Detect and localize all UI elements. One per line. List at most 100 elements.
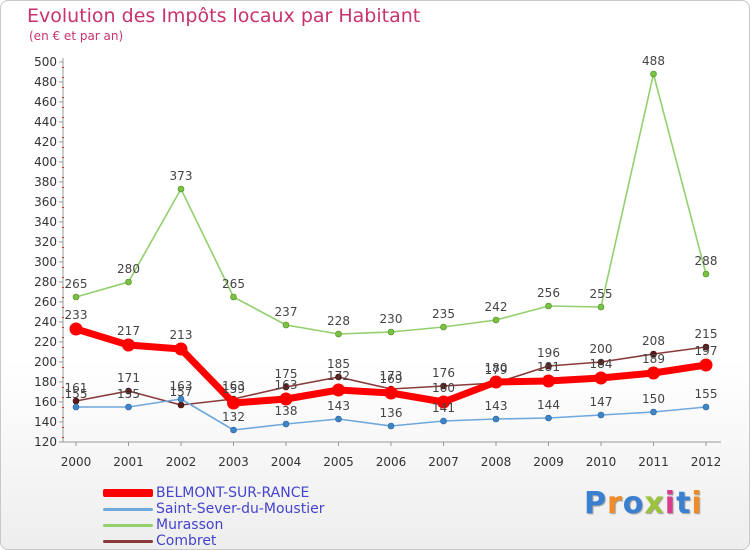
data-point <box>332 383 345 397</box>
data-label: 161 <box>65 381 88 395</box>
x-tick-label: 2012 <box>691 455 722 469</box>
data-label: 208 <box>642 334 665 348</box>
data-label: 242 <box>485 300 508 314</box>
y-tick-label: 300 <box>34 255 57 269</box>
series-lines <box>69 70 713 434</box>
data-label: 233 <box>65 308 88 322</box>
data-label: 160 <box>432 381 455 395</box>
y-tick-label: 160 <box>34 395 57 409</box>
chart-axes: 120 140 160 180 200 220 240 260 280 300 320 340 360 3… <box>34 55 721 469</box>
logo-letter: i <box>691 486 703 521</box>
data-label: 235 <box>432 307 455 321</box>
data-label: 213 <box>170 328 193 342</box>
data-label: 255 <box>590 287 613 301</box>
data-point <box>125 403 132 411</box>
chart-subtitle: (en € et par an) <box>29 29 124 43</box>
data-point <box>702 270 710 278</box>
data-point <box>227 396 240 410</box>
data-point <box>335 373 342 381</box>
data-point <box>335 330 342 338</box>
x-tick-label: 2001 <box>113 455 144 469</box>
data-point <box>647 366 660 380</box>
data-label: 280 <box>117 262 140 276</box>
x-tick-label: 2000 <box>61 455 92 469</box>
legend-label: Combret <box>156 533 217 549</box>
data-label: 163 <box>170 379 193 393</box>
data-point <box>597 411 605 419</box>
legend-swatch <box>103 489 153 497</box>
y-tick-label: 380 <box>34 175 57 189</box>
data-point <box>387 422 395 430</box>
legend-label: Murasson <box>156 517 224 533</box>
y-tick-label: 260 <box>34 295 57 309</box>
data-point <box>545 362 552 370</box>
data-point <box>125 278 132 286</box>
data-label: 172 <box>327 369 350 383</box>
data-label: 155 <box>117 387 140 401</box>
y-tick-label: 440 <box>34 115 57 129</box>
legend-swatch <box>103 540 153 543</box>
data-point <box>177 185 185 193</box>
data-point <box>177 401 185 409</box>
data-point <box>174 342 188 356</box>
data-point <box>230 293 237 301</box>
data-label: 217 <box>117 324 140 338</box>
data-point <box>122 338 135 352</box>
data-label: 169 <box>380 372 403 386</box>
data-point <box>702 343 710 351</box>
x-tick-label: 2009 <box>533 455 564 469</box>
y-tick-label: 120 <box>34 435 57 449</box>
data-point <box>702 403 710 411</box>
proxiti-logo: Proxiti <box>584 486 703 521</box>
data-point <box>594 371 608 385</box>
legend-label: BELMONT-SUR-RANCE <box>156 485 310 501</box>
data-label: 184 <box>590 357 613 371</box>
data-label: 185 <box>327 357 350 371</box>
y-tick-label: 180 <box>34 375 57 389</box>
data-label: 197 <box>695 344 718 358</box>
data-point <box>597 303 605 311</box>
logo-letter: o <box>622 486 645 521</box>
data-point <box>492 415 500 423</box>
y-tick-label: 240 <box>34 315 57 329</box>
legend-swatch <box>103 524 153 527</box>
data-label: 143 <box>485 399 508 413</box>
data-point <box>489 375 503 389</box>
data-point <box>282 321 290 329</box>
data-label: 159 <box>222 382 245 396</box>
data-label: 163 <box>222 379 245 393</box>
data-label: 144 <box>537 398 560 412</box>
data-label: 147 <box>590 395 613 409</box>
x-tick-label: 2003 <box>218 455 249 469</box>
data-label: 150 <box>642 392 665 406</box>
data-label: 200 <box>590 342 613 356</box>
y-tick-label: 500 <box>34 55 57 69</box>
logo-letter: x <box>644 486 665 521</box>
data-label: 175 <box>275 367 298 381</box>
data-label: 228 <box>327 314 350 328</box>
data-point <box>282 383 290 391</box>
data-label: 138 <box>275 404 298 418</box>
logo-letter: t <box>676 486 692 521</box>
data-label: 179 <box>485 363 508 377</box>
data-label: 215 <box>695 327 718 341</box>
logo-letter: i <box>664 486 677 521</box>
legend-label: Saint-Sever-du-Moustier <box>156 501 325 517</box>
legend-swatch <box>103 508 153 511</box>
data-point <box>282 420 290 428</box>
data-point <box>699 358 713 372</box>
data-point <box>440 382 447 390</box>
data-point <box>492 316 500 324</box>
logo-letter: r <box>607 486 623 521</box>
y-tick-label: 220 <box>34 335 57 349</box>
y-tick-label: 340 <box>34 215 57 229</box>
y-tick-label: 200 <box>34 355 57 369</box>
data-label: 176 <box>432 366 455 380</box>
data-point <box>440 417 447 425</box>
data-label: 196 <box>537 346 560 360</box>
y-tick-label: 400 <box>34 155 57 169</box>
data-label: 265 <box>222 277 245 291</box>
chart-title: Evolution des Impôts locaux par Habitant <box>27 5 421 27</box>
